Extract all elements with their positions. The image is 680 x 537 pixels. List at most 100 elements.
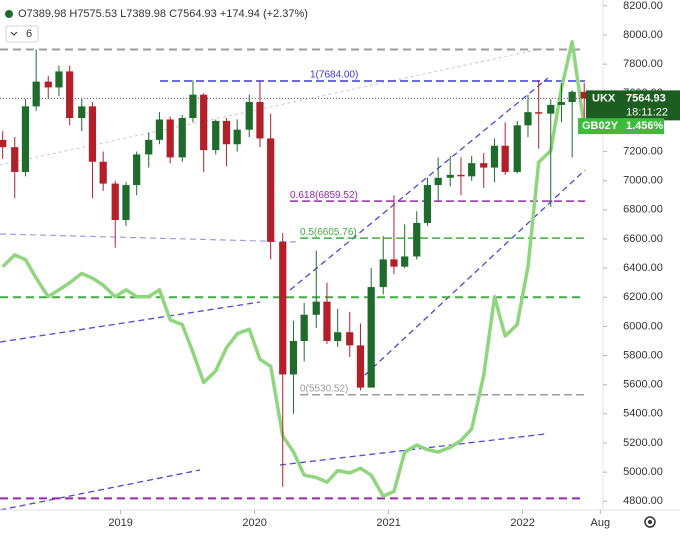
last-yield: 1.456% (626, 120, 664, 132)
candle-body (55, 71, 63, 88)
trend-line (289, 77, 549, 291)
last-price: 7564.93 (626, 92, 666, 104)
y-tick-label: 6600.00 (623, 233, 663, 245)
y-tick-label: 5800.00 (623, 349, 663, 361)
y-tick-label: 5000.00 (623, 466, 663, 478)
candle-body (256, 102, 264, 139)
y-tick-label: 6400.00 (623, 262, 663, 274)
candle-body (457, 174, 465, 177)
x-tick-label: Aug (591, 517, 611, 529)
countdown: 18:11:22 (626, 106, 668, 118)
candle-body (212, 120, 220, 151)
series-name: UKX (592, 92, 616, 104)
plot-area: 1(7684.00) 0.618(6859.52) 0.5(6605.76) 0(55… (0, 39, 603, 511)
indicator-count: 6 (26, 28, 32, 40)
fib-label: 1(7684.00) (310, 70, 358, 81)
candle-body (233, 129, 241, 145)
gear-icon (644, 516, 656, 528)
y-tick-label: 8200.00 (623, 0, 663, 12)
y-tick-label: 6200.00 (623, 291, 663, 303)
candle-body (434, 177, 442, 186)
candle-body (446, 174, 454, 178)
x-tick-label: 2020 (242, 517, 266, 529)
y-tick-label: 5400.00 (623, 408, 663, 420)
trend-line (0, 469, 201, 511)
fib-label: 0.5(6605.76) (300, 227, 357, 238)
candle-body (356, 345, 365, 388)
y-tick-label: 6000.00 (623, 320, 663, 332)
candle-body (413, 222, 421, 257)
price-label-box (586, 90, 680, 121)
candle-body (32, 81, 40, 107)
y-tick-label: 5600.00 (623, 379, 663, 391)
candle-body (312, 301, 320, 315)
yield-label-box (578, 118, 664, 135)
y-tick-label: 4800.00 (623, 495, 663, 507)
candle-body (535, 112, 543, 114)
candle-body (66, 71, 74, 119)
candle-body (490, 145, 499, 168)
candle-body (323, 301, 331, 341)
candle-body (524, 112, 532, 126)
candle-body (300, 314, 308, 341)
candle-body (111, 183, 119, 221)
fib-label: 0.618(6859.52) (290, 190, 358, 201)
candle-body (78, 106, 86, 119)
trend-line (0, 233, 301, 243)
gear-icon (648, 520, 652, 524)
candle-body (423, 185, 432, 223)
candle-body (480, 163, 488, 168)
candle-body (145, 139, 153, 155)
settings-icon[interactable] (644, 516, 656, 528)
candle-body (346, 332, 354, 346)
candle-body (178, 118, 186, 158)
y-tick-label: 6800.00 (623, 204, 663, 216)
trend-line (364, 169, 586, 376)
y-tick-label: 7200.00 (623, 145, 663, 157)
candle-body (166, 119, 174, 158)
candle-body (99, 161, 107, 184)
candle-body (21, 106, 30, 172)
candle-body (547, 104, 555, 114)
candle-body (222, 120, 231, 145)
candle-body (501, 145, 509, 172)
candle-body (155, 119, 164, 140)
trend-line (0, 301, 261, 343)
candle-body (88, 106, 97, 162)
candle-body (279, 241, 287, 375)
candle-body (580, 91, 588, 99)
x-tick-label: 2022 (510, 517, 534, 529)
candle-body (390, 259, 398, 267)
indicator-toggle[interactable] (5, 25, 39, 43)
candle-body (334, 332, 342, 341)
candle-body (557, 102, 566, 105)
candle-body (245, 102, 253, 130)
fib-label: 0(5530.52) (300, 383, 348, 394)
candle-body (468, 163, 476, 177)
ohlc-header: O7389.98 H7575.53 L7389.98 C7564.93 +174… (18, 8, 308, 20)
candle-body (11, 147, 19, 172)
chevron-icon (10, 31, 18, 36)
yield-line (1, 39, 586, 498)
status-dot (5, 10, 13, 18)
candle-body (200, 94, 208, 151)
candle-body (367, 287, 375, 388)
y-tick-label: 8000.00 (623, 29, 663, 41)
candle-body (267, 138, 275, 242)
candle-body (122, 185, 130, 221)
candle-body (568, 91, 576, 102)
candle-body (401, 256, 409, 267)
y-tick-label: 7000.00 (623, 175, 663, 187)
x-tick-label: 2021 (376, 517, 400, 529)
y-tick-label: 5200.00 (623, 437, 663, 449)
y-tick-label: 7800.00 (623, 58, 663, 70)
series-name: GB02Y (582, 120, 619, 132)
candle-body (189, 94, 197, 119)
candle-body (513, 125, 521, 172)
candle-body (289, 340, 298, 375)
candle-body (379, 259, 387, 288)
candle-body (0, 139, 7, 148)
